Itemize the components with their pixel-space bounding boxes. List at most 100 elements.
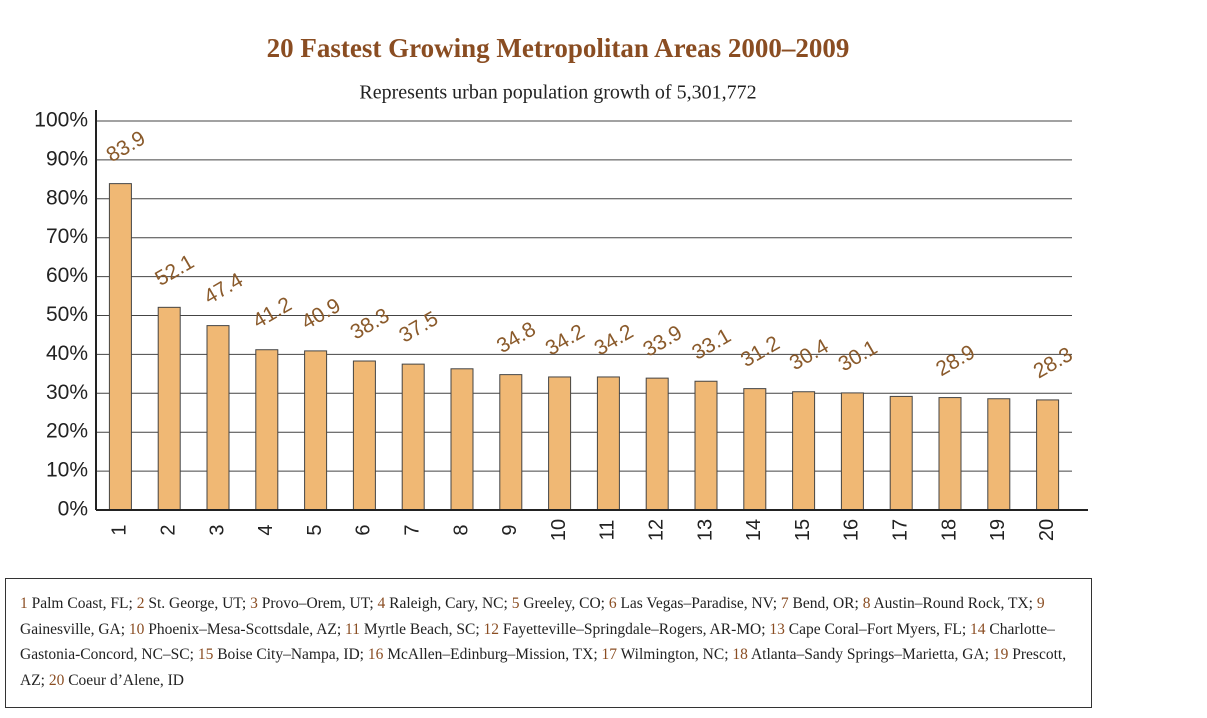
legend-item: 2 St. George, UT; [137, 595, 247, 612]
legend-number: 9 [1036, 595, 1045, 612]
x-tick-label: 9 [499, 524, 521, 535]
bar [1036, 399, 1060, 511]
x-tick-label: 14 [743, 519, 765, 541]
chart-title: 20 Fastest Growing Metropolitan Areas 20… [267, 33, 850, 63]
bar [401, 363, 425, 511]
legend-number: 19 [992, 646, 1009, 663]
legend-number: 17 [601, 646, 618, 663]
legend-name: Myrtle Beach, SC; [363, 620, 480, 638]
bar [889, 395, 913, 511]
y-tick-label: 20% [46, 420, 88, 443]
bar [596, 376, 620, 511]
x-tick-label: 11 [597, 520, 619, 541]
legend-name: St. George, UT; [148, 595, 247, 612]
y-tick-label: 30% [46, 381, 88, 404]
legend-item: 12 Fayetteville–Springdale–Rogers, AR-MO… [484, 621, 766, 638]
value-label: 33.9 [639, 321, 686, 361]
legend-name: Greeley, CO; [523, 595, 605, 612]
value-label: 33.1 [688, 324, 735, 364]
value-label: 30.1 [834, 336, 881, 376]
bar [548, 376, 572, 511]
value-label: 38.3 [346, 304, 393, 344]
legend-item: 7 Bend, OR; [781, 595, 859, 612]
x-tick-label: 16 [841, 519, 863, 541]
legend-number: 1 [20, 595, 28, 612]
bar [206, 325, 230, 511]
bar [157, 306, 181, 511]
legend-number: 12 [483, 620, 500, 638]
legend-number: 6 [608, 595, 617, 612]
y-tick-label: 90% [46, 147, 88, 170]
bar [987, 398, 1011, 511]
y-tick-label: 70% [46, 225, 88, 248]
y-tick-label: 50% [46, 303, 88, 326]
bar [645, 377, 669, 511]
legend-number: 18 [732, 646, 748, 663]
legend-number: 14 [970, 620, 986, 638]
legend-number: 2 [136, 595, 145, 612]
legend-name: Wilmington, NC; [620, 646, 729, 663]
legend-item: 17 Wilmington, NC; [602, 646, 729, 663]
bar [255, 349, 279, 511]
legend-number: 4 [377, 595, 386, 612]
value-label: 47.4 [200, 268, 247, 309]
x-tick-label: 10 [548, 519, 570, 541]
legend-item: 14 Charlotte–Gastonia-Concord, NC–SC; [20, 621, 1055, 664]
bar [840, 392, 864, 511]
bar [743, 388, 767, 511]
legend-name: Austin–Round Rock, TX; [873, 595, 1033, 612]
legend-number: 16 [367, 646, 384, 663]
legend-item: 16 McAllen–Edinburg–Mission, TX; [368, 646, 598, 663]
legend-number: 5 [511, 595, 520, 612]
legend-name: Coeur d’Alene, ID [68, 671, 184, 689]
legend-item: 6 Las Vegas–Paradise, NV; [609, 595, 777, 612]
legend-name: Provo–Orem, UT; [261, 595, 374, 612]
legend-name: Boise City–Nampa, ID; [217, 646, 364, 663]
legend-name: Cape Coral–Fort Myers, FL; [788, 620, 967, 638]
legend-item: 20 Coeur d’Alene, ID [49, 672, 184, 689]
legend-number: 11 [345, 620, 360, 638]
y-tick-label: 100% [34, 109, 88, 132]
x-tick-label: 15 [792, 519, 814, 541]
legend-box: 1 Palm Coast, FL; 2 St. George, UT; 3 Pr… [5, 578, 1092, 708]
legend-item: 9 Gainesville, GA; [20, 595, 1045, 638]
legend-number: 13 [769, 620, 785, 638]
legend-name: Fayetteville–Springdale–Rogers, AR-MO; [502, 620, 766, 638]
value-label: 37.5 [395, 307, 442, 347]
legend-item: 19 Prescott, AZ; [20, 646, 1066, 689]
x-tick-label: 5 [304, 524, 326, 535]
legend-number: 10 [128, 620, 145, 638]
legend-item: 15 Boise City–Nampa, ID; [198, 646, 364, 663]
x-tick-label: 20 [1036, 519, 1058, 541]
legend-name: McAllen–Edinburg–Mission, TX; [387, 646, 598, 663]
bar [938, 397, 962, 511]
x-tick-label: 3 [206, 524, 228, 535]
value-label: 41.2 [249, 293, 296, 333]
legend-number: 8 [862, 595, 871, 612]
y-tick-label: 0% [58, 498, 88, 521]
legend-item: 5 Greeley, CO; [512, 595, 605, 612]
legend-name: Phoenix–Mesa-Scottsdale, AZ; [148, 620, 342, 638]
y-tick-label: 40% [46, 342, 88, 365]
y-tick-label: 10% [46, 459, 88, 482]
value-label: 34.8 [493, 318, 540, 358]
x-tick-label: 18 [938, 519, 960, 541]
legend-name: Gainesville, GA; [20, 620, 126, 638]
legend-item: 3 Provo–Orem, UT; [250, 595, 374, 612]
x-tick-label: 19 [987, 519, 1009, 541]
legend-name: Bend, OR; [792, 595, 859, 612]
bar [108, 183, 132, 511]
x-tick-label: 8 [450, 524, 472, 535]
legend-name: Raleigh, Cary, NC; [389, 595, 508, 612]
legend-number: 7 [780, 595, 789, 612]
value-label: 83.9 [102, 127, 149, 167]
bar [499, 374, 523, 511]
legend-item: 18 Atlanta–Sandy Springs–Marietta, GA; [732, 646, 989, 663]
value-label: 28.9 [932, 341, 979, 381]
legend-number: 20 [48, 671, 65, 689]
legend-name: Prescott, AZ; [20, 646, 1067, 689]
legend-number: 15 [197, 646, 214, 663]
x-tick-label: 2 [157, 524, 179, 535]
x-tick-label: 7 [401, 524, 423, 535]
